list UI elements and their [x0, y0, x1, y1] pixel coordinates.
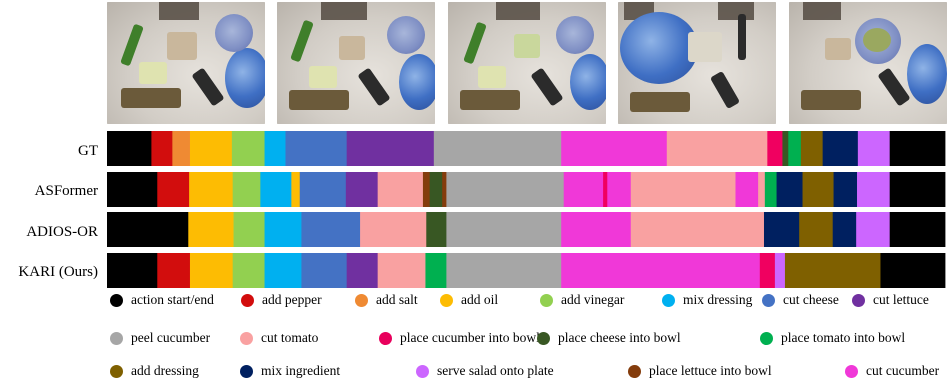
segment-3-5	[301, 253, 348, 288]
segment-2-9	[630, 212, 765, 247]
segment-2-11	[799, 212, 834, 247]
segment-0-15	[822, 131, 859, 166]
segment-3-8	[425, 253, 447, 288]
segment-1-1	[157, 172, 190, 207]
segment-1-16	[630, 172, 736, 207]
row-label-gt: GT	[78, 143, 98, 159]
row-label-kari: KARI (Ours)	[18, 264, 98, 280]
segment-3-4	[264, 253, 302, 288]
segment-0-4	[231, 131, 265, 166]
segment-0-13	[788, 131, 802, 166]
segment-3-7	[377, 253, 426, 288]
segment-0-0	[107, 131, 152, 166]
segment-0-3	[189, 131, 233, 166]
segment-0-17	[889, 131, 946, 166]
video-frame-2	[277, 2, 435, 124]
video-frames	[107, 2, 947, 124]
segment-3-12	[774, 253, 786, 288]
segment-1-18	[758, 172, 766, 207]
row-label-asformer: ASFormer	[34, 183, 98, 199]
segment-3-11	[759, 253, 776, 288]
segment-0-11	[767, 131, 783, 166]
segment-1-6	[299, 172, 347, 207]
segment-2-4	[301, 212, 361, 247]
segment-3-14	[880, 253, 946, 288]
segment-3-0	[107, 253, 158, 288]
row-label-adios-or: ADIOS-OR	[26, 224, 98, 240]
segment-2-1	[188, 212, 234, 247]
segment-1-14	[603, 172, 608, 207]
segment-3-1	[157, 253, 191, 288]
segment-1-2	[189, 172, 234, 207]
segment-1-19	[764, 172, 777, 207]
segment-0-8	[433, 131, 562, 166]
segment-3-9	[446, 253, 562, 288]
segment-3-6	[346, 253, 379, 288]
segment-1-15	[607, 172, 632, 207]
segment-1-11	[442, 172, 447, 207]
segment-0-10	[666, 131, 768, 166]
segment-1-4	[260, 172, 292, 207]
segment-0-16	[857, 131, 891, 166]
segment-1-9	[422, 172, 431, 207]
segment-1-7	[345, 172, 379, 207]
video-frame-5	[789, 2, 947, 124]
segment-0-1	[151, 131, 173, 166]
segment-3-2	[189, 253, 234, 288]
segment-2-8	[561, 212, 632, 247]
segment-1-5	[291, 172, 301, 207]
segment-1-21	[802, 172, 834, 207]
segment-0-2	[172, 131, 191, 166]
segment-1-3	[232, 172, 261, 207]
segment-1-10	[429, 172, 443, 207]
segment-1-13	[563, 172, 604, 207]
segment-2-6	[426, 212, 447, 247]
segment-3-10	[561, 253, 761, 288]
segment-0-7	[346, 131, 435, 166]
segment-2-3	[264, 212, 302, 247]
segment-0-5	[264, 131, 286, 166]
segment-3-3	[232, 253, 265, 288]
segment-0-6	[285, 131, 348, 166]
segment-1-22	[833, 172, 858, 207]
segment-2-2	[233, 212, 265, 247]
segment-0-9	[561, 131, 668, 166]
segment-2-5	[360, 212, 427, 247]
segment-0-12	[782, 131, 789, 166]
segment-1-24	[889, 172, 946, 207]
video-frame-4	[618, 2, 776, 124]
segment-2-13	[856, 212, 891, 247]
segment-1-20	[776, 172, 803, 207]
video-frame-3	[448, 2, 606, 124]
segment-1-12	[446, 172, 565, 207]
segment-1-17	[735, 172, 759, 207]
segment-1-0	[107, 172, 158, 207]
segment-0-14	[800, 131, 824, 166]
segment-1-23	[857, 172, 891, 207]
segment-3-13	[784, 253, 881, 288]
segment-2-10	[763, 212, 800, 247]
video-frame-1	[107, 2, 265, 124]
segment-2-14	[889, 212, 946, 247]
segment-2-0	[107, 212, 189, 247]
segment-2-12	[832, 212, 857, 247]
segment-1-8	[377, 172, 424, 207]
segment-2-7	[446, 212, 562, 247]
